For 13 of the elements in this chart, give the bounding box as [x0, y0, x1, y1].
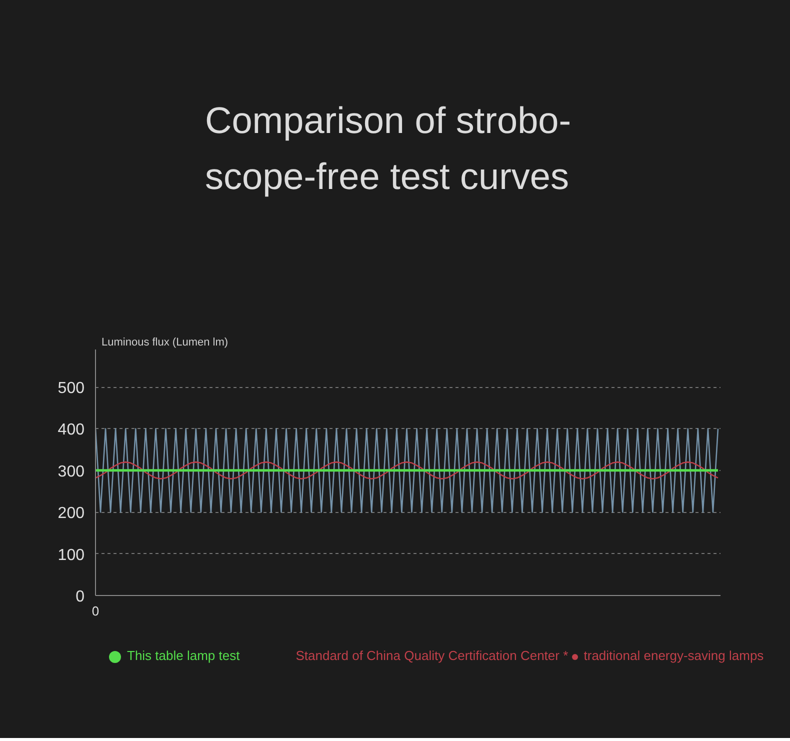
legend-label: traditional energy-saving lamps: [584, 648, 764, 663]
line-series: [96, 461, 719, 480]
y-tick-label: 500: [58, 380, 85, 398]
y-tick-label: 100: [58, 546, 85, 564]
text: Standard of China Quality Certification Center *: [296, 648, 570, 663]
y-axis-title: Luminous flux (Lumen lm): [102, 336, 228, 348]
chart-title: Comparison of strobo- scope-free test curves: [204, 99, 572, 199]
y-tick-label: 0: [76, 588, 85, 606]
y-tick-label: 200: [58, 505, 85, 522]
legend-label: This table lamp test: [127, 648, 240, 663]
y-tick-label: 300: [58, 463, 85, 480]
text: 0: [92, 604, 100, 618]
y-tick-label: 400: [58, 422, 85, 439]
